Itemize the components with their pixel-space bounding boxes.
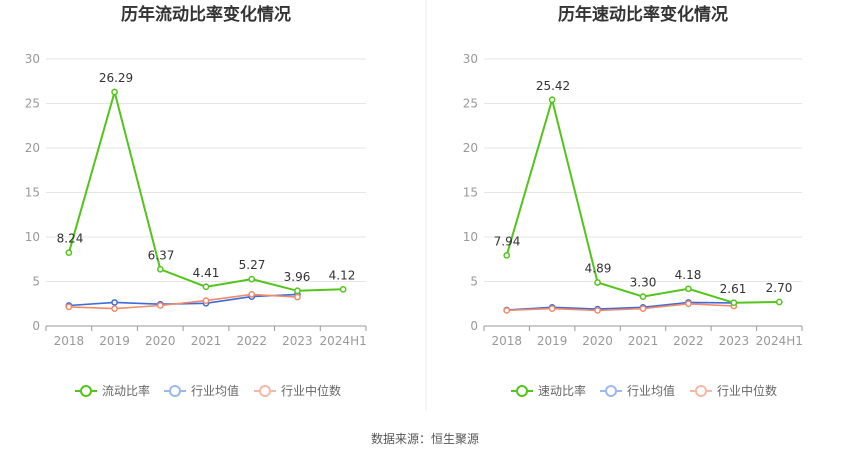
data-point (730, 299, 738, 307)
y-tick-label: 0 (470, 319, 478, 333)
data-point (248, 275, 256, 283)
data-point (639, 293, 647, 300)
data-point (294, 293, 301, 301)
data-point (202, 283, 210, 291)
legend-swatch-marker (80, 385, 92, 397)
data-point (594, 307, 601, 314)
x-tick-label: 2021 (191, 334, 222, 348)
data-point (503, 251, 511, 259)
data-label: 3.30 (630, 276, 657, 290)
x-tick-label: 2018 (491, 334, 522, 348)
data-point (594, 279, 601, 286)
legend-swatch-marker (169, 385, 181, 397)
x-tick-label: 2021 (628, 334, 659, 348)
legend-swatch-marker (605, 385, 617, 397)
y-tick-label: 15 (463, 186, 478, 200)
data-label: 4.89 (585, 261, 612, 275)
current-ratio-chart: 历年流动比率变化情况 0 5 10 15 20 25 30 2018 2019 2020 2021 20… (25, 4, 367, 398)
data-point (202, 297, 210, 304)
y-tick-label: 15 (25, 186, 40, 200)
data-point (294, 287, 301, 295)
legend-label: 行业均值 (191, 383, 239, 398)
series-line-2 (506, 302, 734, 312)
data-point (65, 303, 73, 311)
quick-ratio-chart: 历年速动比率变化情况 0 5 10 15 20 25 30 2018 2019 2020 2021 20… (463, 4, 803, 398)
data-point (111, 305, 118, 312)
x-tick-label: 2023 (719, 334, 750, 348)
y-tick-label: 30 (25, 52, 40, 66)
x-tick-label: 2020 (582, 334, 613, 348)
x-tick-label: 2024H1 (756, 334, 803, 348)
series-line-0 (67, 88, 344, 292)
data-label: 26.29 (99, 71, 133, 85)
data-label: 5.27 (239, 258, 266, 272)
legend-label: 行业中位数 (717, 383, 777, 398)
data-point (685, 285, 692, 293)
data-label: 7.94 (494, 234, 521, 248)
y-tick-label: 20 (463, 141, 478, 155)
legend-label: 行业均值 (627, 383, 675, 398)
y-tick-label: 25 (463, 97, 478, 111)
data-label: 4.41 (193, 266, 220, 280)
series-line-1 (506, 301, 734, 311)
y-tick-label: 5 (32, 275, 40, 289)
data-point (65, 249, 73, 257)
x-tick-label: 2024H1 (320, 334, 367, 348)
chart-title: 历年流动比率变化情况 (121, 4, 291, 25)
legend-swatch-marker (516, 385, 528, 397)
data-label: 2.70 (766, 281, 793, 295)
y-tick-label: 5 (470, 275, 478, 289)
data-point (156, 302, 164, 309)
y-tick-label: 30 (463, 52, 478, 66)
legend-swatch-marker (695, 385, 707, 397)
y-tick-label: 25 (25, 97, 40, 111)
data-point (156, 265, 164, 273)
data-label: 4.18 (675, 268, 702, 282)
y-tick-label: 10 (463, 230, 478, 244)
legend-label: 速动比率 (538, 383, 586, 398)
data-label: 3.96 (284, 270, 311, 284)
data-label: 6.37 (148, 248, 175, 262)
x-tick-label: 2022 (236, 334, 267, 348)
data-point (639, 305, 647, 312)
data-label: 4.12 (329, 268, 356, 282)
x-tick-label: 2022 (673, 334, 704, 348)
data-point (548, 305, 556, 312)
data-point (339, 285, 347, 293)
x-tick-label: 2020 (145, 334, 176, 348)
legend-label: 流动比率 (102, 383, 150, 398)
chart-title: 历年速动比率变化情况 (558, 4, 728, 25)
y-tick-label: 0 (32, 319, 40, 333)
data-source-text: 数据来源：恒生聚源 (371, 431, 479, 446)
data-label: 25.42 (536, 79, 570, 93)
data-point (248, 291, 256, 298)
data-point (503, 307, 511, 314)
data-label: 2.61 (720, 282, 747, 296)
series-line-2 (68, 293, 298, 310)
x-tick-label: 2019 (99, 334, 130, 348)
y-tick-label: 10 (25, 230, 40, 244)
data-point (111, 88, 118, 96)
data-point (775, 298, 783, 306)
data-point (685, 300, 692, 308)
legend-label: 行业中位数 (281, 383, 341, 398)
y-tick-label: 20 (25, 141, 40, 155)
x-tick-label: 2019 (537, 334, 568, 348)
x-tick-label: 2023 (282, 334, 313, 348)
data-point (548, 96, 556, 104)
data-point (111, 299, 118, 306)
series-line-0 (505, 95, 780, 304)
x-tick-label: 2018 (54, 334, 85, 348)
data-label: 8.24 (57, 232, 84, 246)
legend-swatch-marker (259, 385, 271, 397)
